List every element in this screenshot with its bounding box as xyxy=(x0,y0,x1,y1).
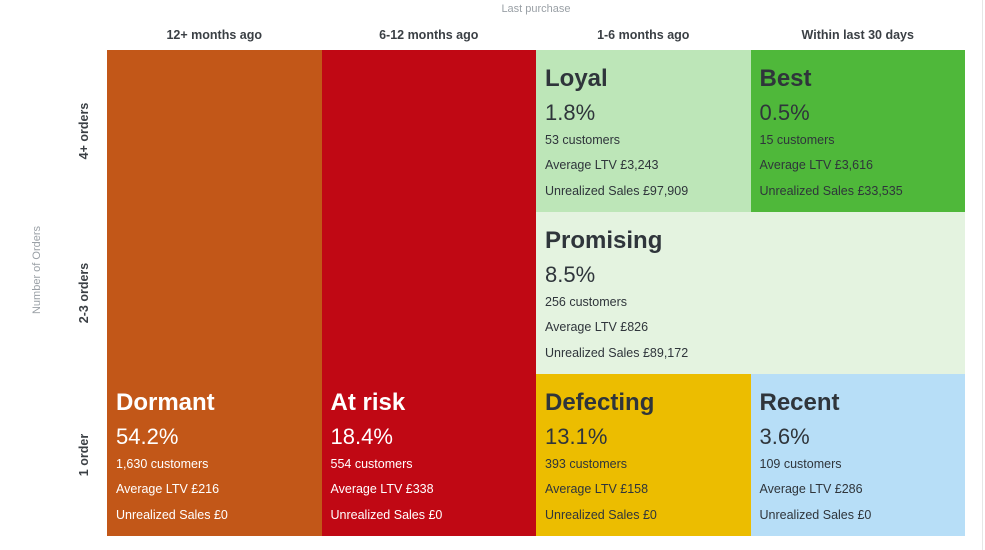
segment-details: Recent 3.6% 109 customers Average LTV £286 U… xyxy=(760,388,960,529)
segment-average-ltv: Average LTV £216 xyxy=(116,482,220,496)
segment-percent: 13.1% xyxy=(545,423,608,449)
segment-dormant[interactable]: Dormant 54.2% 1,630 customers Average LTV £… xyxy=(107,50,322,536)
segment-name: Best xyxy=(759,64,812,92)
segment-customers: 554 customers xyxy=(330,456,413,471)
segment-percent: 18.4% xyxy=(330,423,393,449)
segment-average-ltv: Average LTV £3,616 xyxy=(759,158,874,172)
segment-average-ltv: Average LTV £338 xyxy=(330,482,434,496)
segment-name: Defecting xyxy=(545,388,655,416)
column-header: 1-6 months ago xyxy=(597,28,690,42)
segment-unrealized-sales: Unrealized Sales £97,909 xyxy=(545,183,689,198)
segment-unrealized-sales: Unrealized Sales £0 xyxy=(116,507,228,522)
column-header: 12+ months ago xyxy=(166,28,262,42)
segment-average-ltv: Average LTV £158 xyxy=(545,482,649,496)
right-divider xyxy=(982,0,983,550)
segment-customers: 15 customers xyxy=(759,132,835,147)
segment-name: Loyal xyxy=(545,64,608,92)
segment-best[interactable]: Best 0.5% 15 customers Average LTV £3,616 Un… xyxy=(750,50,965,212)
column-header: Within last 30 days xyxy=(801,28,914,42)
segment-details: Best 0.5% 15 customers Average LTV £3,616 Un… xyxy=(760,64,960,205)
segment-name: Recent xyxy=(759,388,840,416)
x-axis-title: Last purchase xyxy=(501,3,571,15)
segment-details: At risk 18.4% 554 customers Average LTV £33… xyxy=(331,388,531,529)
segment-customers: 256 customers xyxy=(545,294,627,309)
segment-unrealized-sales: Unrealized Sales £89,172 xyxy=(545,345,689,360)
segment-customers: 109 customers xyxy=(759,456,842,471)
segment-unrealized-sales: Unrealized Sales £0 xyxy=(545,507,657,522)
segment-customers: 393 customers xyxy=(545,456,627,471)
segment-defecting[interactable]: Defecting 13.1% 393 customers Average LTV £… xyxy=(536,374,751,536)
segment-unrealized-sales: Unrealized Sales £0 xyxy=(759,507,872,522)
segment-percent: 1.8% xyxy=(545,99,596,125)
segment-customers: 53 customers xyxy=(545,132,621,147)
segment-average-ltv: Average LTV £826 xyxy=(545,320,649,334)
row-header: 4+ orders xyxy=(77,102,91,160)
segment-percent: 54.2% xyxy=(116,423,179,449)
segment-unrealized-sales: Unrealized Sales £0 xyxy=(330,507,443,522)
row-header: 2-3 orders xyxy=(77,262,91,324)
segment-name: Dormant xyxy=(116,388,215,416)
y-axis-title: Number of Orders xyxy=(31,225,43,315)
segment-average-ltv: Average LTV £286 xyxy=(759,482,863,496)
segment-name: At risk xyxy=(330,388,406,416)
column-header: 6-12 months ago xyxy=(379,28,479,42)
segment-at-risk[interactable]: At risk 18.4% 554 customers Average LTV £33… xyxy=(321,50,536,536)
segment-details: Promising 8.5% 256 customers Average LTV £8… xyxy=(545,226,959,367)
segment-loyal[interactable]: Loyal 1.8% 53 customers Average LTV £3,243 U… xyxy=(536,50,751,212)
segment-percent: 3.6% xyxy=(759,423,810,449)
segment-name: Promising xyxy=(545,226,663,254)
segment-percent: 0.5% xyxy=(759,99,810,125)
segment-promising[interactable]: Promising 8.5% 256 customers Average LTV £8… xyxy=(536,212,965,374)
segment-average-ltv: Average LTV £3,243 xyxy=(545,158,659,172)
segment-details: Loyal 1.8% 53 customers Average LTV £3,243 U… xyxy=(545,64,745,205)
row-header: 1 order xyxy=(77,433,91,477)
segment-percent: 8.5% xyxy=(545,261,596,287)
segment-recent[interactable]: Recent 3.6% 109 customers Average LTV £286 U… xyxy=(750,374,965,536)
segment-unrealized-sales: Unrealized Sales £33,535 xyxy=(759,183,903,198)
segment-details: Defecting 13.1% 393 customers Average LTV £… xyxy=(545,388,745,529)
segment-customers: 1,630 customers xyxy=(116,456,209,471)
segment-details: Dormant 54.2% 1,630 customers Average LTV £… xyxy=(116,388,316,529)
